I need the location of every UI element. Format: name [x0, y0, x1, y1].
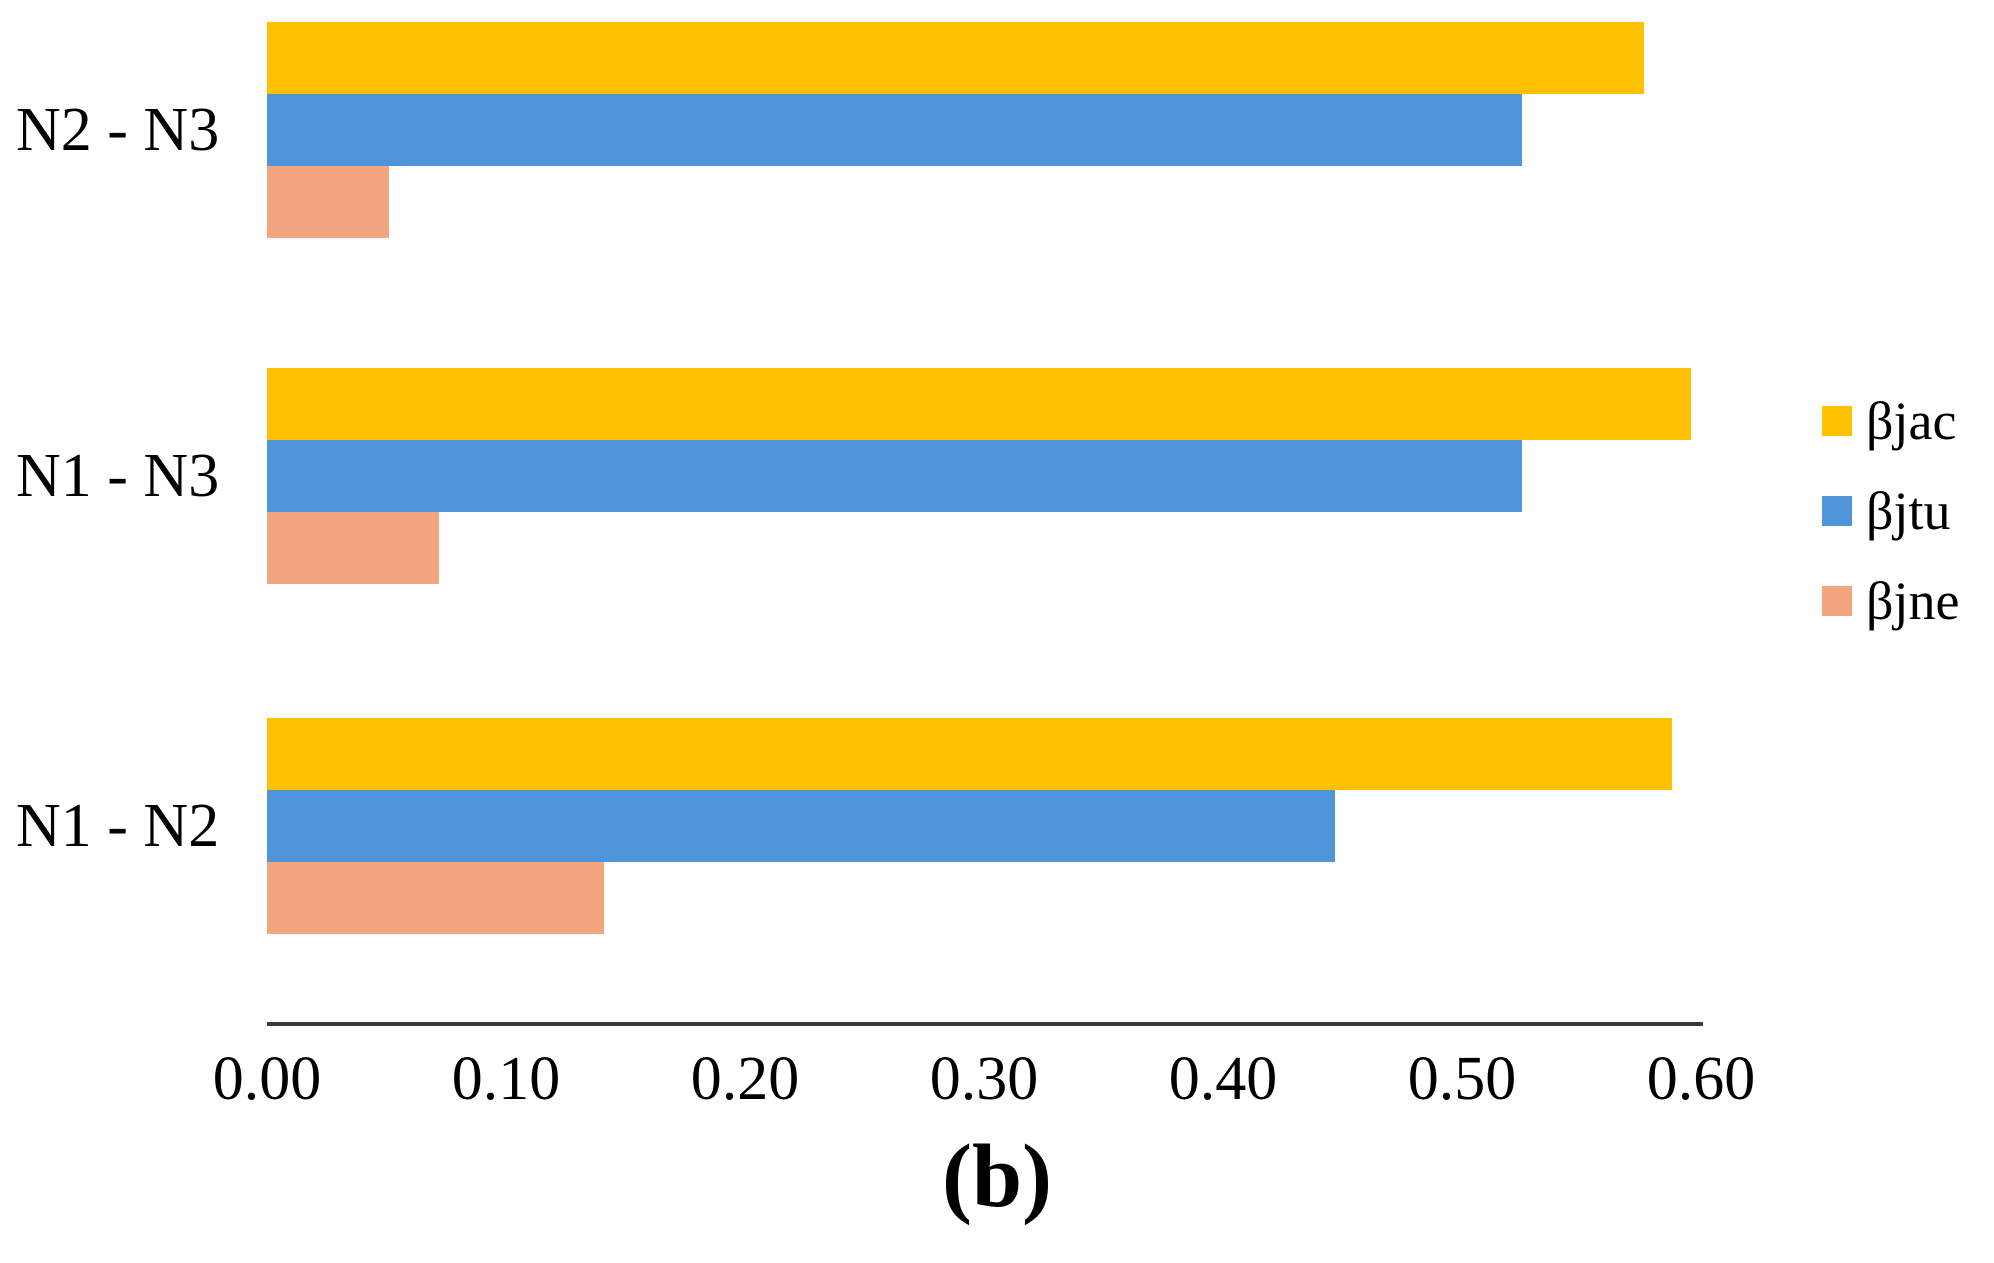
bar-bjac-N2-N3	[267, 22, 1644, 94]
legend-item-bjac: βjac	[1822, 388, 1959, 454]
category-label: N2 - N3	[16, 95, 220, 164]
bar-bjne-N2-N3	[267, 166, 389, 238]
x-axis-line	[267, 1022, 1703, 1026]
legend-item-bjne: βjne	[1822, 568, 1959, 634]
legend-swatch-bjtu	[1822, 496, 1852, 526]
bar-bjtu-N1-N2	[267, 790, 1335, 862]
bar-bjac-N1-N2	[267, 718, 1672, 790]
legend-label: βjac	[1866, 391, 1957, 451]
bar-bjne-N1-N2	[267, 862, 604, 934]
legend-swatch-bjac	[1822, 406, 1852, 436]
figure-caption: (b)	[942, 1127, 1052, 1226]
legend-swatch-bjne	[1822, 586, 1852, 616]
bar-bjtu-N1-N3	[267, 440, 1522, 512]
category-label: N1 - N3	[16, 441, 220, 510]
legend-label: βjtu	[1866, 481, 1951, 541]
x-tick-label: 0.50	[1407, 1045, 1517, 1113]
x-tick-label: 0.40	[1168, 1045, 1278, 1113]
x-tick-label: 0.00	[212, 1045, 322, 1113]
bar-bjac-N1-N3	[267, 368, 1691, 440]
legend: βjac βjtu βjne	[1822, 388, 1959, 634]
x-tick-label: 0.20	[690, 1045, 800, 1113]
legend-item-bjtu: βjtu	[1822, 478, 1959, 544]
category-label: N1 - N2	[16, 791, 220, 860]
x-tick-label: 0.60	[1646, 1045, 1756, 1113]
bar-bjtu-N2-N3	[267, 94, 1522, 166]
bar-bjne-N1-N3	[267, 512, 439, 584]
x-tick-label: 0.10	[451, 1045, 561, 1113]
legend-label: βjne	[1866, 571, 1960, 631]
x-tick-label: 0.30	[929, 1045, 1039, 1113]
